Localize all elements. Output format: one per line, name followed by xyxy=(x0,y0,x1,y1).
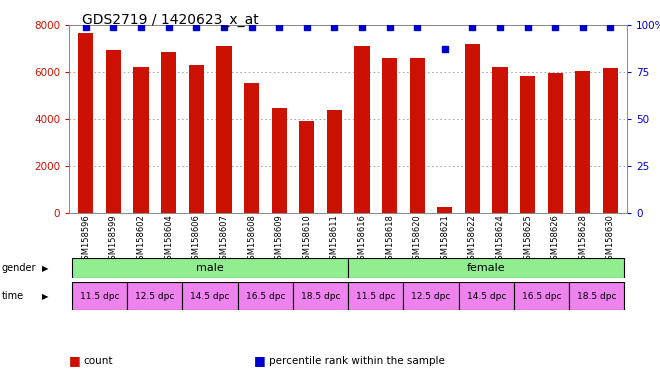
Bar xyxy=(72,258,348,278)
Text: 18.5 dpc: 18.5 dpc xyxy=(577,291,616,301)
Bar xyxy=(79,33,94,213)
Bar xyxy=(183,282,238,310)
Point xyxy=(246,24,257,30)
Bar xyxy=(293,282,348,310)
Bar xyxy=(603,68,618,213)
Point xyxy=(302,24,312,30)
Bar xyxy=(189,65,204,213)
Text: percentile rank within the sample: percentile rank within the sample xyxy=(269,356,444,366)
Bar xyxy=(106,50,121,213)
Bar xyxy=(513,282,569,310)
Text: ▶: ▶ xyxy=(42,264,48,273)
Bar xyxy=(348,258,624,278)
Point xyxy=(605,24,616,30)
Bar xyxy=(437,207,452,213)
Point xyxy=(522,24,533,30)
Point xyxy=(467,24,478,30)
Text: 16.5 dpc: 16.5 dpc xyxy=(246,291,285,301)
Point xyxy=(191,24,201,30)
Point xyxy=(412,24,422,30)
Text: female: female xyxy=(467,263,506,273)
Text: 12.5 dpc: 12.5 dpc xyxy=(135,291,175,301)
Bar xyxy=(348,282,403,310)
Point xyxy=(356,24,367,30)
Bar xyxy=(299,121,314,213)
Text: count: count xyxy=(84,356,114,366)
Point xyxy=(384,24,395,30)
Point xyxy=(274,24,284,30)
Point xyxy=(136,24,147,30)
Bar xyxy=(327,110,342,213)
Bar xyxy=(244,83,259,213)
Text: 18.5 dpc: 18.5 dpc xyxy=(301,291,341,301)
Text: male: male xyxy=(196,263,224,273)
Text: 12.5 dpc: 12.5 dpc xyxy=(411,291,451,301)
Bar xyxy=(72,282,127,310)
Point xyxy=(164,24,174,30)
Text: 11.5 dpc: 11.5 dpc xyxy=(80,291,119,301)
Text: 14.5 dpc: 14.5 dpc xyxy=(467,291,506,301)
Text: 11.5 dpc: 11.5 dpc xyxy=(356,291,395,301)
Point xyxy=(329,24,340,30)
Bar xyxy=(459,282,513,310)
Bar xyxy=(410,58,425,213)
Bar xyxy=(465,44,480,213)
Text: ▶: ▶ xyxy=(42,291,48,301)
Bar xyxy=(133,67,149,213)
Bar xyxy=(161,52,176,213)
Text: ■: ■ xyxy=(254,354,266,367)
Bar xyxy=(492,67,508,213)
Text: ■: ■ xyxy=(69,354,81,367)
Point xyxy=(218,24,229,30)
Bar xyxy=(216,46,232,213)
Bar xyxy=(238,282,293,310)
Point xyxy=(440,46,450,53)
Bar xyxy=(576,71,591,213)
Text: gender: gender xyxy=(1,263,36,273)
Bar xyxy=(354,46,370,213)
Bar xyxy=(520,76,535,213)
Bar xyxy=(548,73,563,213)
Point xyxy=(550,24,560,30)
Text: 16.5 dpc: 16.5 dpc xyxy=(521,291,561,301)
Text: 14.5 dpc: 14.5 dpc xyxy=(191,291,230,301)
Point xyxy=(108,24,119,30)
Bar xyxy=(569,282,624,310)
Text: GDS2719 / 1420623_x_at: GDS2719 / 1420623_x_at xyxy=(82,13,259,27)
Bar xyxy=(403,282,459,310)
Point xyxy=(81,24,91,30)
Bar xyxy=(127,282,183,310)
Text: time: time xyxy=(1,291,24,301)
Point xyxy=(495,24,506,30)
Point xyxy=(578,24,588,30)
Bar xyxy=(271,108,286,213)
Bar xyxy=(382,58,397,213)
